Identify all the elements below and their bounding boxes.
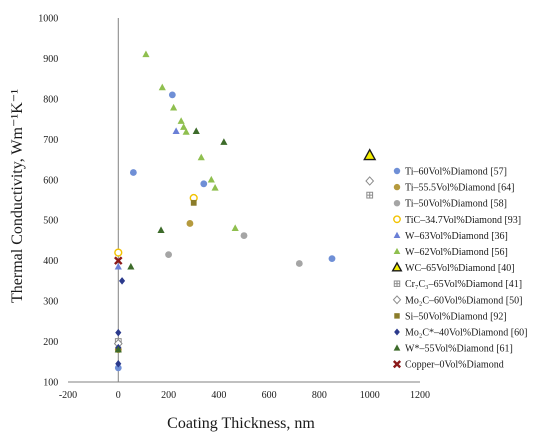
legend: Ti–60Vol%Diamond [57] Ti–55.5Vol%Diamond … [391,167,527,371]
legend-entry: W–63Vol%Diamond [36] [405,231,508,242]
data-point [165,251,172,258]
data-point [129,169,137,176]
x-axis-label: Coating Thickness, nm [167,415,315,432]
legend-entry: WC–65Vol%Diamond [40] [405,263,515,274]
data-point [186,220,194,227]
x-tick-label: 800 [312,390,327,401]
data-point [177,117,185,124]
legend-marker [393,247,401,255]
y-tick-label: 600 [43,175,58,186]
x-tick-label: 1200 [410,390,430,401]
legend-entry: Ti–50Vol%Diamond [58] [405,199,507,210]
data-point [114,345,122,353]
legend-entry: W*–55Vol%Diamond [61] [405,344,513,355]
legend-marker [394,313,400,319]
legend-entry: Copper–0Vol%Diamond [405,360,504,371]
data-point [197,153,205,161]
data-point [115,328,122,337]
y-tick-label: 300 [43,297,58,308]
data-point [114,248,123,257]
y-tick-label: 900 [43,54,58,65]
legend-marker [392,360,402,369]
data-point [192,127,200,134]
y-tick-label: 500 [43,216,58,227]
data-point [172,127,180,134]
data-point [115,360,122,368]
data-point [118,277,126,285]
data-point [240,232,248,239]
legend-marker [393,280,401,287]
data-point [180,123,188,130]
data-point [365,176,375,186]
y-tick-label: 700 [43,135,58,146]
legend-marker [391,261,403,272]
legend-entry: Cr₇C₃–65Vol%Diamond [41] [405,279,522,290]
x-tick-label: 400 [211,390,226,401]
x-tick-label: 1000 [360,390,380,401]
data-point [207,175,215,183]
legend-entry: TiC–34.7Vol%Diamond [93] [405,215,521,226]
legend-marker [393,183,401,191]
data-point [114,364,122,372]
data-point [142,50,150,58]
data-point [168,91,176,99]
axes [68,18,420,383]
x-tick-label: 0 [116,390,121,401]
data-point [190,199,197,206]
data-point [170,103,178,111]
legend-marker [393,344,401,351]
legend-marker [393,231,401,238]
y-tick-label: 400 [43,256,58,267]
y-tick-label: 1000 [38,14,58,25]
data-point [114,262,122,270]
data-point [363,148,377,161]
data-point [200,180,208,188]
x-tick-label: 600 [262,390,277,401]
data-point [328,255,336,263]
legend-entry: W–62Vol%Diamond [56] [405,247,508,258]
data-point [231,224,239,232]
tick-labels: -200 0 200 400 600 800 1000 1200 100 200 300 400 500… [38,14,430,402]
data-point [182,128,190,135]
legend-marker [393,200,401,207]
y-axis-label: Thermal Conductivity, Wm⁻¹K⁻¹ [9,89,26,303]
data-point [127,262,135,270]
y-tick-label: 800 [43,94,58,105]
legend-entry: Mo₂C–60Vol%Diamond [50] [405,295,522,306]
legend-entry: Ti–55.5Vol%Diamond [64] [405,183,514,194]
x-tick-label: -200 [59,390,77,401]
data-point [211,183,219,191]
y-tick-label: 200 [43,337,58,348]
y-tick-label: 100 [43,378,58,389]
legend-entry: Ti–60Vol%Diamond [57] [405,167,507,178]
legend-marker [393,167,401,175]
data-point [295,260,303,267]
data-point [157,226,165,234]
legend-entry: Si–50Vol%Diamond [92] [405,311,507,322]
data-point [114,256,123,265]
data-points [113,50,377,372]
data-point [220,138,228,145]
data-point [366,191,374,199]
x-tick-label: 200 [161,390,176,401]
legend-marker [394,328,400,336]
legend-marker [393,215,401,224]
legend-marker [392,295,402,305]
legend-entry: Mo₂C*–40Vol%Diamond [60] [405,328,527,339]
data-point [158,83,166,91]
